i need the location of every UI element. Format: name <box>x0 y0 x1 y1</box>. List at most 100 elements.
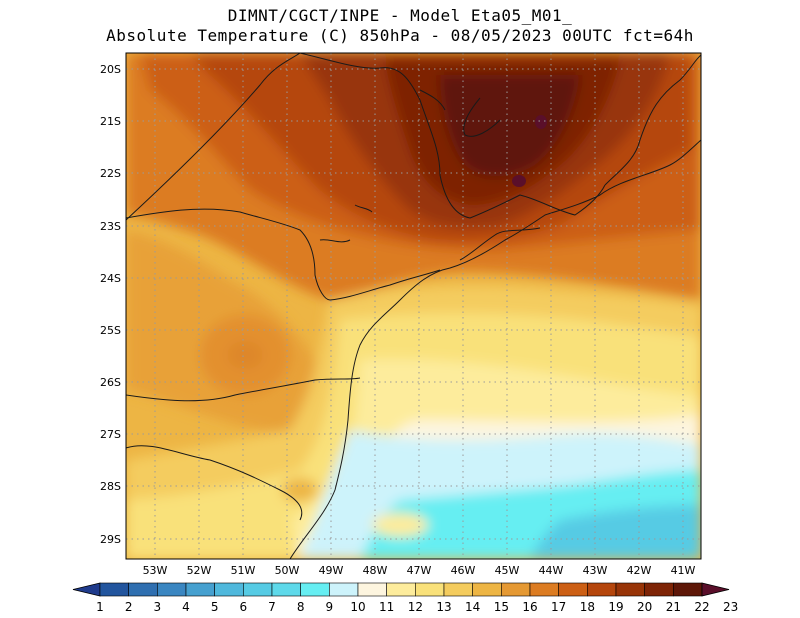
colorbar-swatch <box>157 582 187 597</box>
colorbar-label: 9 <box>326 600 334 614</box>
temperature-field <box>126 53 701 559</box>
lon-label: 45W <box>495 564 520 577</box>
colorbar-label: 7 <box>268 600 276 614</box>
border-sp-pr-coast <box>329 269 441 301</box>
field-max-spot-2 <box>512 175 526 187</box>
colorbar-swatch <box>243 582 273 597</box>
colorbar-label: 16 <box>522 600 537 614</box>
colorbar-swatch <box>673 582 703 597</box>
title-line-1: DIMNT/CGCT/INPE - Model Eta05_M01_ <box>227 6 573 25</box>
colorbar-label: 8 <box>297 600 305 614</box>
river-3 <box>354 204 373 213</box>
colorbar-swatch <box>415 582 445 597</box>
lat-label: 23S <box>100 220 121 233</box>
atlantic-coastline <box>289 139 701 559</box>
colorbar-label: 6 <box>240 600 248 614</box>
lat-label: 27S <box>100 428 121 441</box>
field-pale-patch <box>372 513 428 537</box>
lat-label: 28S <box>100 480 121 493</box>
map-frame <box>125 52 702 560</box>
border-rj <box>459 227 541 261</box>
border-mg-es <box>604 54 701 186</box>
lon-label: 51W <box>231 564 256 577</box>
colorbar-label: 11 <box>379 600 394 614</box>
lon-label: 50W <box>275 564 300 577</box>
colorbar-label: 17 <box>551 600 566 614</box>
colorbar-swatch <box>443 582 473 597</box>
colorbar-swatch <box>300 582 330 597</box>
colorbar-swatch <box>185 582 215 597</box>
colorbar-max-arrow <box>701 582 730 597</box>
colorbar-swatch <box>529 582 559 597</box>
colorbar-swatch <box>128 582 158 597</box>
colorbar-label: 19 <box>608 600 623 614</box>
colorbar-swatch <box>386 582 416 597</box>
colorbar-label: 14 <box>465 600 480 614</box>
title-line-2: Absolute Temperature (C) 850hPa - 08/05/… <box>106 26 694 45</box>
field-band-22 <box>440 75 580 177</box>
colorbar-swatch <box>271 582 301 597</box>
colorbar-label: 10 <box>350 600 365 614</box>
colorbar-label: 2 <box>125 600 133 614</box>
reservoir-1 <box>463 97 501 137</box>
lon-label: 42W <box>627 564 652 577</box>
border-ms-sp-west <box>126 53 301 221</box>
field-band-8 <box>530 505 701 559</box>
colorbar-swatch <box>587 582 617 597</box>
colorbar-swatch <box>357 582 387 597</box>
lat-label: 22S <box>100 167 121 180</box>
lat-label: 21S <box>100 115 121 128</box>
lon-label: 41W <box>671 564 696 577</box>
colorbar-label: 20 <box>637 600 652 614</box>
colorbar: 1 2 3 4 5 6 7 8 9 10 11 12 13 14 15 16 17 18 19 20 21 22 23 <box>72 582 738 614</box>
colorbar-label: 22 <box>694 600 709 614</box>
lat-label: 29S <box>100 533 121 546</box>
border-sp-mg <box>299 53 606 219</box>
colorbar-swatch <box>214 582 244 597</box>
colorbar-swatch <box>501 582 531 597</box>
lon-label: 44W <box>539 564 564 577</box>
lon-label: 49W <box>319 564 344 577</box>
border-pr-sc <box>126 377 361 402</box>
colorbar-swatch <box>644 582 674 597</box>
colorbar-swatch <box>99 582 129 597</box>
field-max-spot-1 <box>535 115 547 129</box>
lon-label: 43W <box>583 564 608 577</box>
graticule <box>126 53 701 559</box>
colorbar-min-arrow <box>72 582 101 597</box>
colorbar-swatch <box>329 582 359 597</box>
lat-label: 24S <box>100 272 121 285</box>
colorbar-label: 13 <box>436 600 451 614</box>
lat-label: 25S <box>100 324 121 337</box>
lon-axis: 53W 52W 51W 50W 49W 48W 47W 46W 45W 44W … <box>143 564 696 577</box>
lon-label: 47W <box>407 564 432 577</box>
border-sc-rs <box>126 445 303 521</box>
lon-label: 52W <box>187 564 212 577</box>
colorbar-label: 12 <box>408 600 423 614</box>
lat-label: 26S <box>100 376 121 389</box>
lat-label: 20S <box>100 63 121 76</box>
field-small-blob <box>282 478 318 502</box>
colorbar-label: 21 <box>666 600 681 614</box>
colorbar-swatch <box>558 582 588 597</box>
colorbar-swatch <box>472 582 502 597</box>
coastlines-and-borders <box>126 53 701 559</box>
colorbar-label: 18 <box>580 600 595 614</box>
colorbar-label: 15 <box>494 600 509 614</box>
river-1 <box>419 89 446 111</box>
river-2 <box>319 239 351 243</box>
border-ms-pr <box>126 208 331 301</box>
colorbar-label: 5 <box>211 600 219 614</box>
colorbar-label: 3 <box>154 600 162 614</box>
lon-label: 46W <box>451 564 476 577</box>
colorbar-swatch <box>615 582 645 597</box>
lon-label: 48W <box>363 564 388 577</box>
lon-label: 53W <box>143 564 168 577</box>
colorbar-label: 23 <box>723 600 738 614</box>
colorbar-label: 1 <box>96 600 104 614</box>
field-band-16-west <box>126 230 322 433</box>
field-sw-strip <box>126 500 300 559</box>
lat-axis: 20S 21S 22S 23S 24S 25S 26S 27S 28S 29S <box>100 63 121 546</box>
colorbar-label: 4 <box>182 600 190 614</box>
